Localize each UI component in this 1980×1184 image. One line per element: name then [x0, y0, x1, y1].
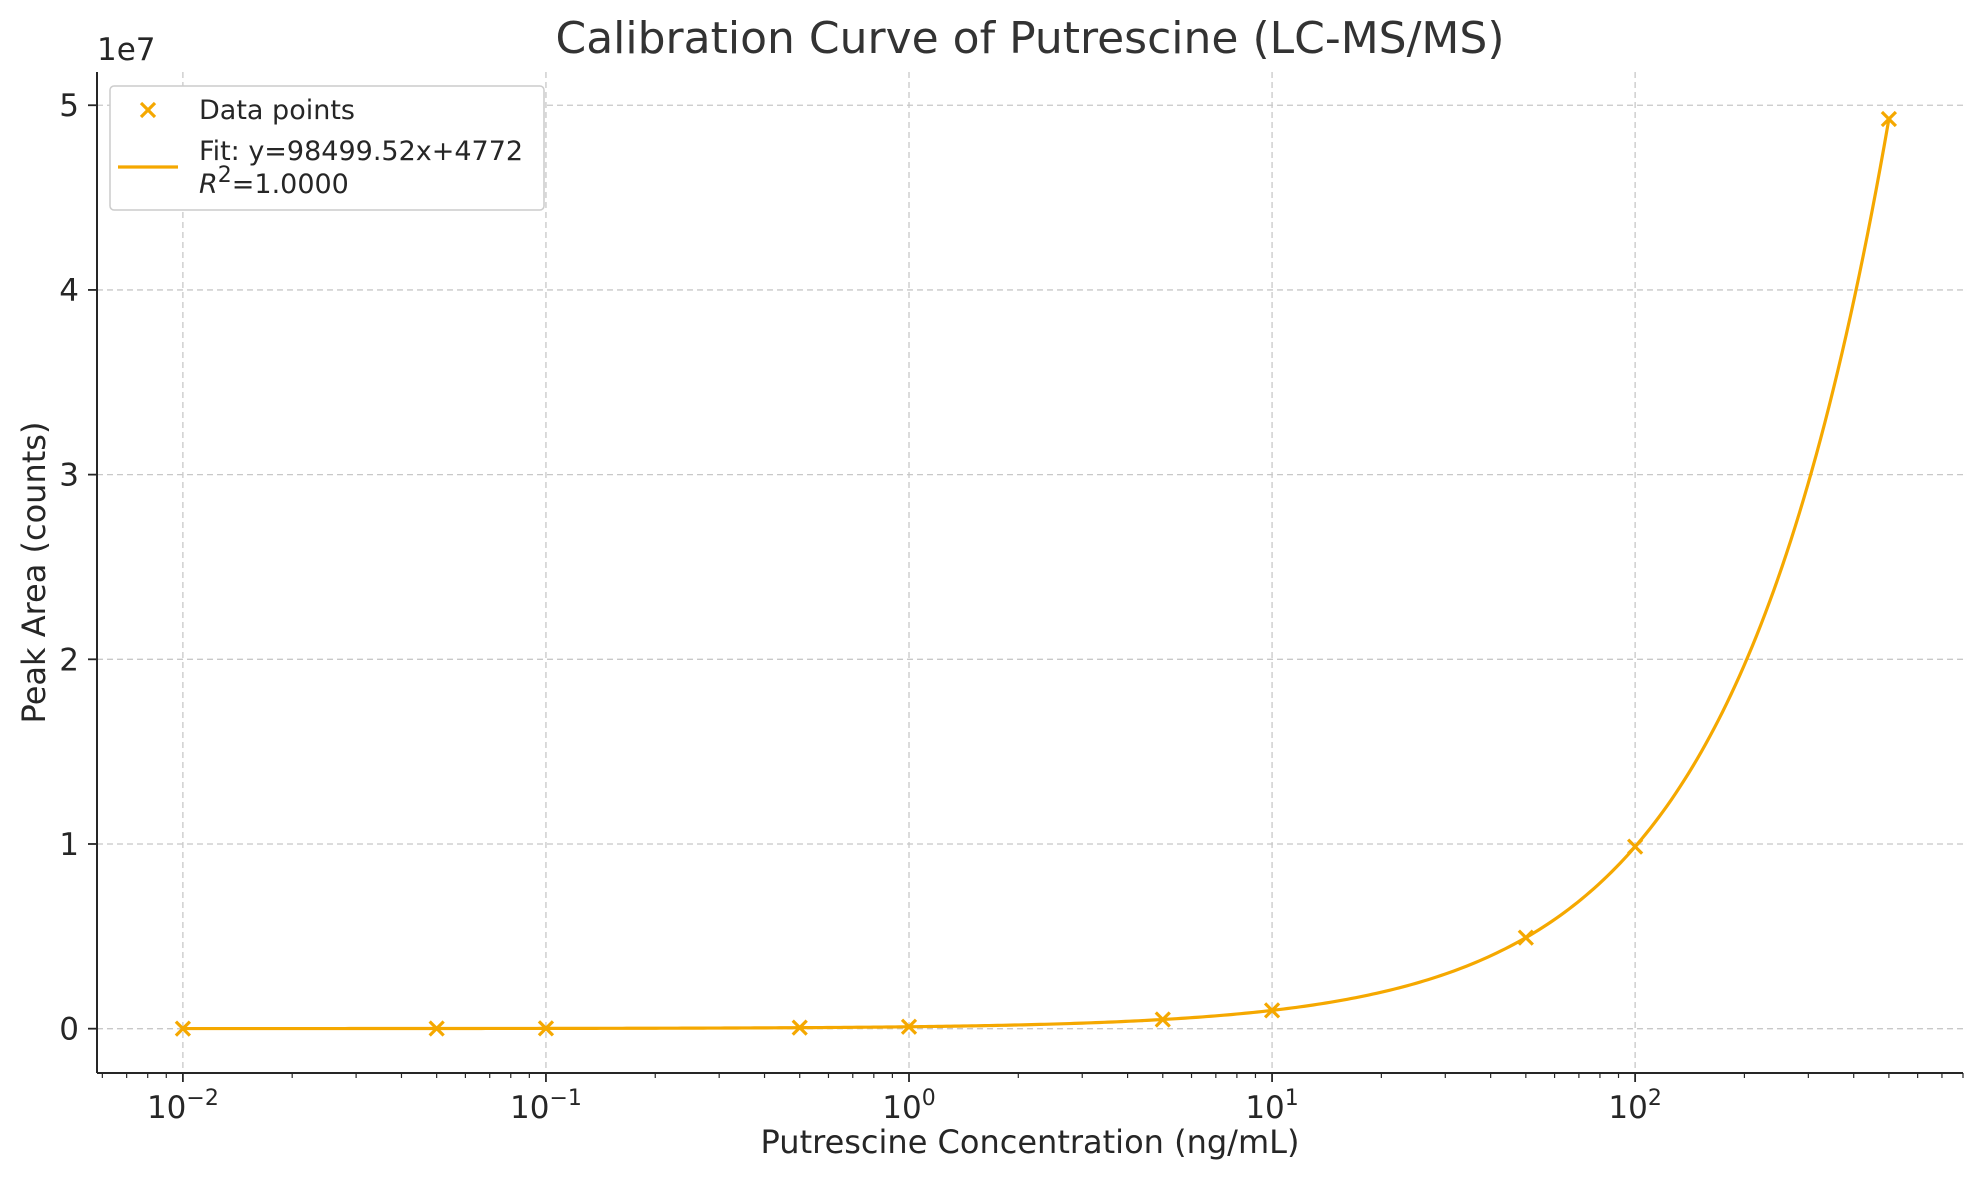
- legend-label-r2: R2=1.0000: [199, 163, 349, 200]
- y-tick-label: 2: [59, 642, 79, 678]
- legend-label-data-points: Data points: [199, 95, 355, 126]
- data-point: [1626, 838, 1644, 855]
- y-tick-label: 5: [59, 88, 79, 124]
- ticks: 0 1 2 3 4 5 10−2 10−1 100 101 102: [59, 88, 1964, 1126]
- fit-line: [182, 118, 1891, 1031]
- grid: [97, 72, 1963, 1073]
- series: [174, 110, 1898, 1037]
- legend-marker-icon: [139, 101, 157, 119]
- y-tick-label: 1: [59, 827, 79, 863]
- x-tick-label: 100: [882, 1086, 935, 1126]
- data-point: [791, 1019, 808, 1036]
- legend-box: [109, 85, 545, 211]
- x-tick-label: 10−1: [510, 1086, 582, 1126]
- data-point: [537, 1020, 555, 1037]
- y-axis-title: Peak Area (counts): [15, 422, 53, 724]
- chart-title: Calibration Curve of Putrescine (LC-MS/M…: [555, 13, 1504, 64]
- x-tick-label: 101: [1245, 1086, 1298, 1126]
- y-tick-label: 0: [59, 1012, 79, 1048]
- data-point: [1880, 110, 1898, 128]
- legend-r-symbol: R: [199, 169, 218, 200]
- data-point: [900, 1018, 918, 1035]
- data-points: [174, 110, 1898, 1037]
- data-point: [174, 1020, 192, 1037]
- data-point: [428, 1020, 445, 1037]
- y-tick-label: 3: [59, 458, 79, 494]
- legend-r2-value: =1.0000: [232, 169, 349, 200]
- data-point: [1263, 1002, 1281, 1019]
- legend: Data points Fit: y=98499.52x+4772 R2=1.0…: [109, 85, 545, 211]
- data-point: [1517, 929, 1534, 946]
- x-tick-label: 102: [1608, 1086, 1661, 1126]
- legend-r-superscript: 2: [218, 163, 232, 188]
- data-point: [1154, 1011, 1171, 1028]
- legend-label-fit: Fit: y=98499.52x+4772: [199, 136, 523, 167]
- axes: [96, 72, 1963, 1074]
- y-axis-offset-label: 1e7: [97, 32, 156, 68]
- x-tick-label: 10−2: [147, 1086, 219, 1126]
- y-tick-label: 4: [59, 273, 79, 309]
- x-axis-title: Putrescine Concentration (ng/mL): [761, 1123, 1300, 1161]
